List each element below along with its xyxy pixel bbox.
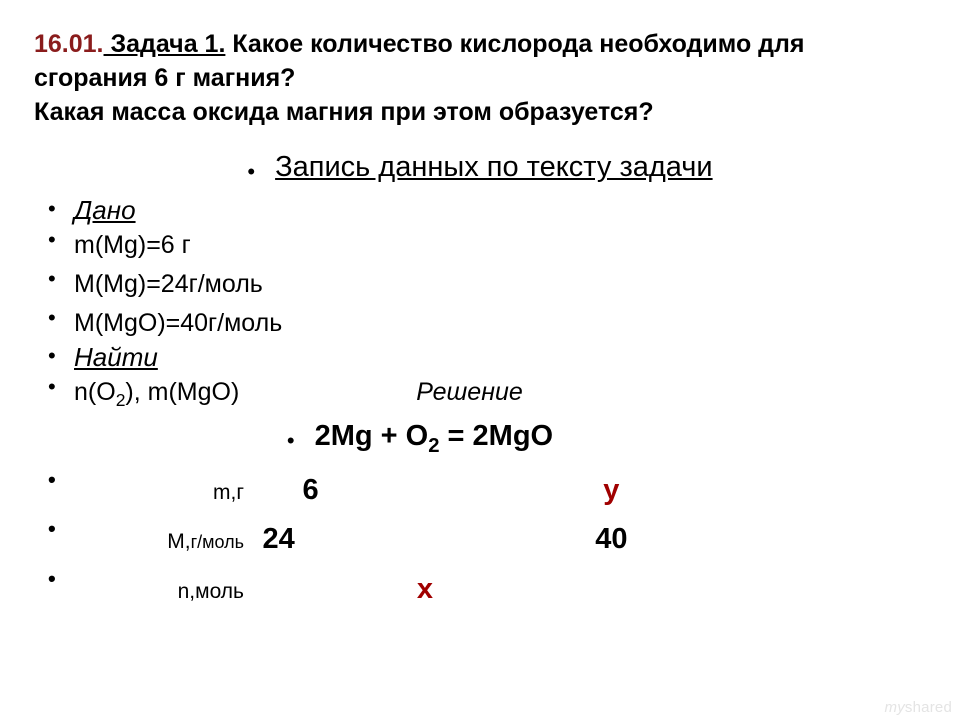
bullet-icon: • bbox=[287, 428, 295, 454]
eq-part-b: = 2MgO bbox=[439, 420, 553, 452]
row2-v2: 40 bbox=[595, 515, 627, 564]
watermark-shared: shared bbox=[905, 699, 952, 716]
given-line-2: M(Mg)=24г/моль bbox=[34, 265, 926, 304]
table-row-molarmass: М,г/моль 24 40 bbox=[34, 515, 926, 564]
given-header: Дано bbox=[74, 195, 136, 225]
given-line-3: M(MgO)=40г/моль bbox=[34, 304, 926, 343]
subscript-2: 2 bbox=[116, 390, 126, 410]
equation-row: • 2Mg + O2 = 2MgO bbox=[34, 420, 926, 458]
find-header-item: Найти bbox=[34, 342, 926, 373]
row2-label: М,г/моль bbox=[167, 524, 244, 560]
row1-v2: y bbox=[603, 474, 619, 506]
table-row-moles: n,моль x bbox=[34, 565, 926, 614]
title-date: 16.01. bbox=[34, 30, 104, 58]
equation: 2Mg + O2 = 2MgO bbox=[315, 420, 554, 452]
subscript-2: 2 bbox=[428, 435, 439, 457]
row3-v: x bbox=[417, 573, 433, 605]
solution-label: Решение bbox=[416, 378, 523, 406]
watermark-my: my bbox=[885, 699, 905, 716]
content-list: Дано m(Mg)=6 г M(Mg)=24г/моль M(MgO)=40г… bbox=[34, 195, 926, 414]
section-header: Запись данных по тексту задачи bbox=[275, 151, 713, 183]
row1-v1: 6 bbox=[302, 466, 318, 515]
section-header-row: • Запись данных по тексту задачи bbox=[34, 151, 926, 185]
find-text-b: ), m(MgO) bbox=[125, 378, 239, 406]
row1-label: m,г bbox=[213, 475, 244, 511]
row3-label: n,моль bbox=[178, 574, 244, 610]
title-label: Задача 1. bbox=[104, 30, 226, 58]
slide-body: • Запись данных по тексту задачи Дано m(M… bbox=[34, 151, 926, 614]
eq-part-a: 2Mg + O bbox=[315, 420, 429, 452]
slide: 16.01. Задача 1. Какое количество кислор… bbox=[0, 0, 960, 720]
given-line-1: m(Mg)=6 г bbox=[34, 226, 926, 265]
table-row-mass: m,г 6 y bbox=[34, 466, 926, 515]
find-header: Найти bbox=[74, 342, 158, 372]
given-header-item: Дано bbox=[34, 195, 926, 226]
watermark: myshared bbox=[885, 699, 952, 716]
bullet-icon: • bbox=[247, 159, 255, 185]
find-text-a: n(O bbox=[74, 378, 116, 406]
row2-v1: 24 bbox=[262, 515, 294, 564]
table-list: m,г 6 y М,г/моль 24 40 n,моль x bbox=[34, 466, 926, 614]
slide-title: 16.01. Задача 1. Какое количество кислор… bbox=[34, 28, 926, 129]
find-line: n(O2), m(MgO) Решение bbox=[34, 373, 926, 414]
